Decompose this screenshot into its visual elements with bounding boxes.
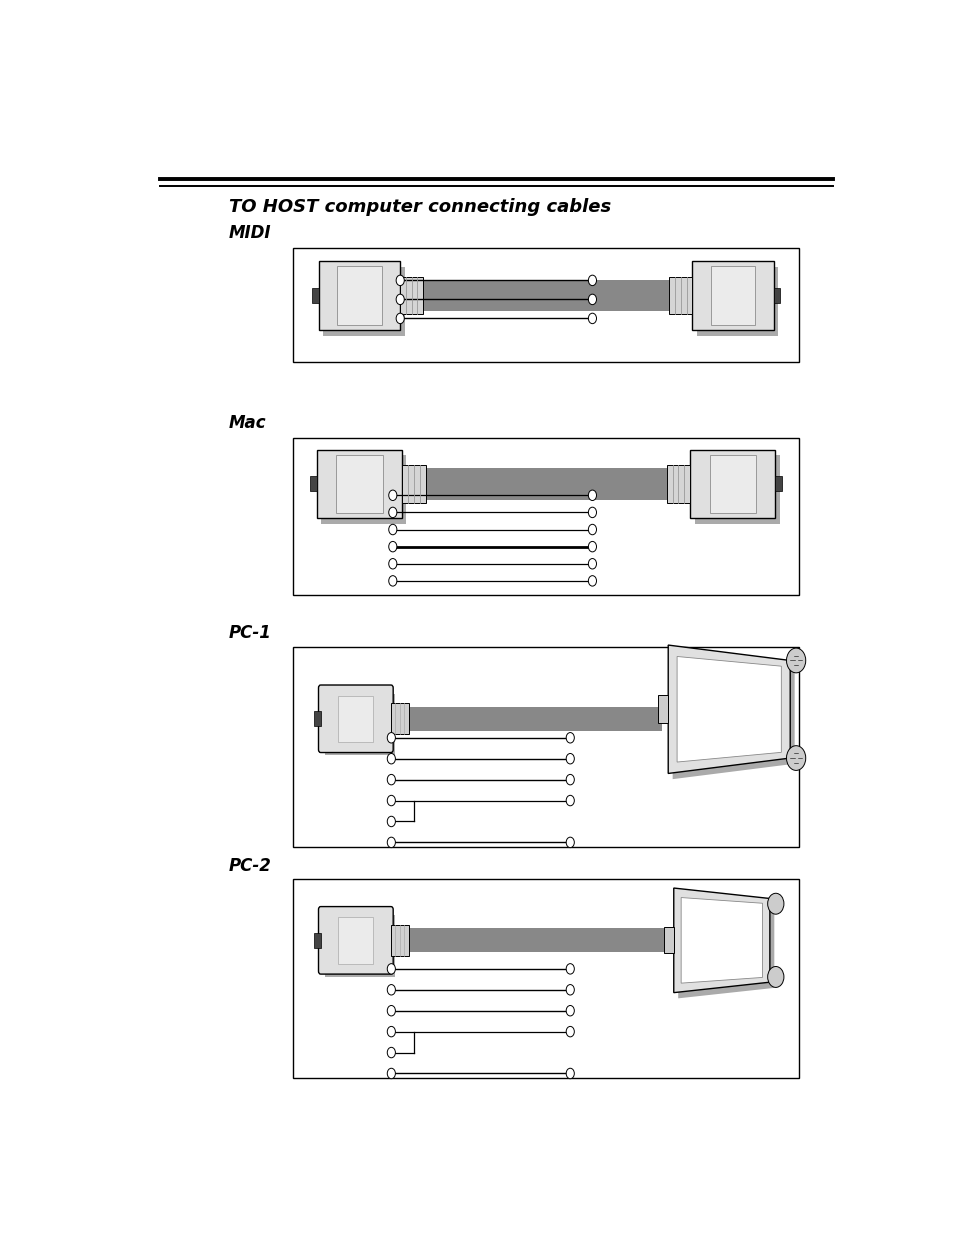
Circle shape bbox=[387, 816, 395, 826]
Circle shape bbox=[565, 1068, 574, 1078]
Circle shape bbox=[388, 525, 396, 535]
Circle shape bbox=[387, 1026, 395, 1037]
Circle shape bbox=[565, 837, 574, 847]
Bar bbox=[401, 466, 425, 503]
Bar bbox=[408, 929, 667, 952]
Bar bbox=[669, 277, 692, 315]
Bar bbox=[391, 703, 408, 735]
Circle shape bbox=[588, 275, 596, 285]
Circle shape bbox=[767, 967, 783, 988]
Circle shape bbox=[588, 558, 596, 569]
Circle shape bbox=[588, 508, 596, 517]
Circle shape bbox=[387, 753, 395, 764]
Circle shape bbox=[388, 490, 396, 500]
Circle shape bbox=[588, 490, 596, 500]
Bar bbox=[399, 277, 422, 315]
Bar bbox=[312, 288, 318, 303]
Text: MIDI: MIDI bbox=[229, 225, 271, 242]
Text: PC-1: PC-1 bbox=[229, 624, 272, 642]
Circle shape bbox=[395, 294, 404, 305]
Circle shape bbox=[785, 648, 805, 673]
Circle shape bbox=[767, 893, 783, 914]
Bar bbox=[293, 647, 799, 847]
Circle shape bbox=[565, 732, 574, 743]
Polygon shape bbox=[677, 657, 781, 762]
Bar bbox=[773, 288, 780, 303]
Bar bbox=[310, 477, 316, 492]
Bar bbox=[408, 706, 661, 731]
Circle shape bbox=[395, 314, 404, 324]
Circle shape bbox=[565, 963, 574, 974]
Bar bbox=[692, 262, 773, 330]
Circle shape bbox=[565, 1005, 574, 1016]
Circle shape bbox=[387, 774, 395, 785]
FancyBboxPatch shape bbox=[318, 685, 393, 752]
Text: TO HOST computer connecting cables: TO HOST computer connecting cables bbox=[229, 198, 610, 216]
Bar bbox=[314, 711, 320, 726]
Bar bbox=[323, 267, 404, 336]
Circle shape bbox=[588, 294, 596, 305]
Polygon shape bbox=[672, 651, 794, 779]
Circle shape bbox=[588, 541, 596, 552]
Bar bbox=[338, 695, 373, 742]
Bar bbox=[422, 280, 669, 311]
Circle shape bbox=[395, 275, 404, 285]
Bar bbox=[709, 454, 756, 513]
FancyBboxPatch shape bbox=[318, 906, 393, 974]
Bar bbox=[293, 438, 799, 595]
Polygon shape bbox=[667, 645, 789, 773]
Circle shape bbox=[388, 508, 396, 517]
Bar bbox=[710, 267, 755, 325]
Bar bbox=[694, 456, 779, 524]
Circle shape bbox=[565, 984, 574, 995]
Circle shape bbox=[387, 1047, 395, 1058]
Circle shape bbox=[785, 746, 805, 771]
Bar bbox=[336, 267, 381, 325]
Polygon shape bbox=[680, 898, 761, 983]
Circle shape bbox=[388, 541, 396, 552]
Circle shape bbox=[588, 576, 596, 587]
Circle shape bbox=[387, 1005, 395, 1016]
Bar bbox=[391, 925, 408, 956]
Bar bbox=[293, 248, 799, 362]
Circle shape bbox=[387, 795, 395, 805]
Circle shape bbox=[588, 525, 596, 535]
Bar bbox=[335, 454, 382, 513]
Circle shape bbox=[565, 795, 574, 805]
Circle shape bbox=[388, 576, 396, 587]
Bar bbox=[658, 695, 667, 724]
Polygon shape bbox=[678, 894, 774, 998]
Text: Mac: Mac bbox=[229, 415, 266, 432]
Circle shape bbox=[388, 558, 396, 569]
Bar bbox=[690, 450, 775, 519]
Circle shape bbox=[588, 314, 596, 324]
Bar bbox=[325, 915, 395, 977]
Circle shape bbox=[387, 732, 395, 743]
Circle shape bbox=[387, 984, 395, 995]
Bar bbox=[314, 932, 320, 948]
Bar bbox=[666, 466, 690, 503]
Circle shape bbox=[387, 837, 395, 847]
Bar bbox=[318, 262, 399, 330]
Bar bbox=[425, 468, 666, 500]
Bar bbox=[338, 918, 373, 963]
Bar bbox=[293, 878, 799, 1078]
Bar bbox=[696, 267, 778, 336]
Bar bbox=[663, 927, 673, 953]
Circle shape bbox=[565, 753, 574, 764]
Circle shape bbox=[565, 1026, 574, 1037]
Circle shape bbox=[387, 963, 395, 974]
Text: PC-2: PC-2 bbox=[229, 857, 272, 874]
Polygon shape bbox=[673, 888, 769, 993]
Bar bbox=[775, 477, 781, 492]
Bar bbox=[325, 694, 395, 756]
Circle shape bbox=[387, 1068, 395, 1078]
Bar bbox=[316, 450, 401, 519]
Bar bbox=[321, 456, 406, 524]
Circle shape bbox=[565, 774, 574, 785]
